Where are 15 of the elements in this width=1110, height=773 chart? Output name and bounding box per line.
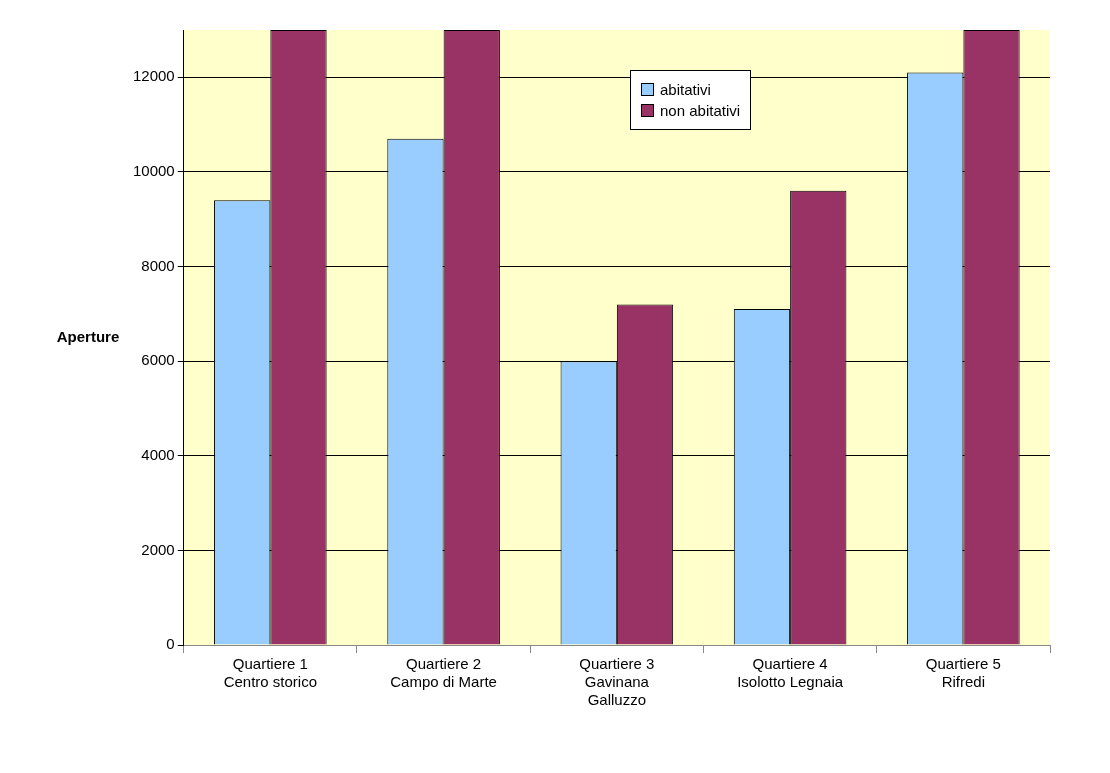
x-tick-label: Quartiere 1 Centro storico [223,655,318,691]
x-tick-label: Quartiere 2 Campo di Marte [390,655,497,691]
y-tick-label: 8000 [141,256,175,274]
x-tick-label: Quartiere 5 Rifredi [925,655,1001,691]
x-tick-label: Quartiere 4 Isolotto Legnaia [737,655,844,691]
x-tick-label: Quartiere 3 Gavinana Galluzzo [579,655,655,709]
y-tick-label: 12000 [132,67,175,85]
legend-label: abitativi [660,81,711,98]
y-tick-label: 0 [166,635,175,653]
y-tick-label: 2000 [141,540,175,558]
y-tick-label: 6000 [141,351,175,369]
y-tick-label: 10000 [132,162,175,180]
y-tick-label: 4000 [141,445,175,463]
y-axis-title: Aperture [56,327,120,345]
legend-label: non abitativi [660,102,741,119]
